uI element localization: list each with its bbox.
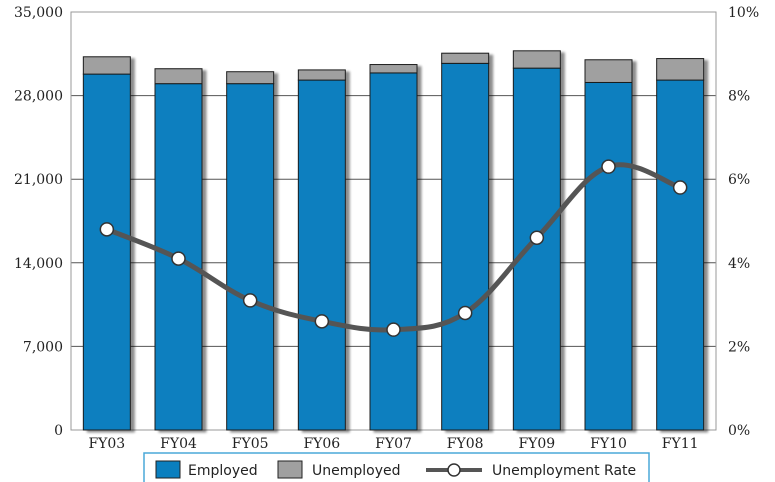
left-tick-label: 21,000 bbox=[14, 172, 63, 188]
bar-stack bbox=[441, 52, 490, 431]
x-tick-label: FY06 bbox=[303, 436, 340, 452]
x-tick-label: FY08 bbox=[447, 436, 484, 452]
bar-employed bbox=[297, 79, 346, 431]
bar-unemployed bbox=[369, 64, 418, 74]
rate-line bbox=[99, 159, 688, 337]
bar-unemployed bbox=[656, 58, 705, 81]
rate-point bbox=[99, 222, 115, 237]
left-tick-label: 35,000 bbox=[14, 5, 63, 21]
right-tick-label: 6% bbox=[728, 172, 750, 188]
bars bbox=[82, 50, 705, 431]
bar-unemployed bbox=[297, 69, 346, 81]
legend-box bbox=[143, 452, 650, 482]
x-axis: FY03 FY04 FY05 FY06 FY07 FY08 FY09 FY10 FY11 bbox=[88, 436, 698, 452]
bar-employed bbox=[82, 73, 131, 431]
bar-unemployed bbox=[441, 52, 490, 64]
legend: Employed Unemployed Unemployment Rate bbox=[143, 452, 650, 482]
rate-point bbox=[601, 159, 616, 174]
right-tick-label: 8% bbox=[728, 89, 750, 105]
legend-label-rate: Unemployment Rate bbox=[492, 463, 636, 479]
left-tick-label: 28,000 bbox=[14, 89, 63, 105]
x-tick-label: FY11 bbox=[662, 436, 699, 452]
legend-label-employed: Employed bbox=[188, 463, 258, 479]
right-tick-label: 10% bbox=[728, 5, 759, 21]
left-tick-label: 14,000 bbox=[14, 256, 63, 272]
right-tick-label: 4% bbox=[728, 256, 750, 272]
bar-unemployed bbox=[584, 59, 633, 83]
x-tick-label: FY04 bbox=[160, 436, 197, 452]
bar-unemployed bbox=[226, 71, 275, 85]
legend-swatch-employed bbox=[155, 460, 181, 479]
x-tick-label: FY07 bbox=[375, 436, 412, 452]
bar-employed bbox=[584, 81, 633, 431]
bar-stack bbox=[584, 59, 633, 431]
legend-label-unemployed: Unemployed bbox=[312, 463, 401, 479]
bar-unemployed bbox=[512, 50, 561, 69]
x-tick-label: FY10 bbox=[590, 436, 627, 452]
bar-stack bbox=[512, 50, 561, 431]
bar-stack bbox=[369, 64, 418, 431]
right-tick-label: 2% bbox=[728, 339, 750, 355]
bar-stack bbox=[82, 56, 131, 431]
right-axis: 0% 2% 4% 6% 8% 10% bbox=[728, 5, 759, 439]
rate-point bbox=[242, 293, 258, 308]
rate-line-path bbox=[105, 162, 682, 333]
rate-point bbox=[171, 251, 186, 266]
left-tick-label: 7,000 bbox=[23, 339, 63, 355]
rate-point bbox=[457, 305, 473, 321]
bar-employed bbox=[369, 72, 418, 431]
right-tick-label: 0% bbox=[728, 423, 750, 439]
bar-stack bbox=[297, 69, 346, 431]
rate-point bbox=[386, 322, 401, 337]
left-tick-label: 0 bbox=[54, 423, 63, 439]
rate-point bbox=[672, 180, 688, 195]
legend-marker-rate bbox=[447, 463, 461, 477]
bar-employed bbox=[656, 79, 705, 431]
bar-employed bbox=[441, 62, 490, 431]
rate-point bbox=[314, 314, 330, 329]
left-axis: 0 7,000 14,000 21,000 28,000 35,000 bbox=[14, 5, 63, 439]
bar-stack bbox=[656, 58, 705, 431]
bar-employed bbox=[226, 83, 275, 431]
x-tick-label: FY05 bbox=[232, 436, 269, 452]
legend-swatch-unemployed bbox=[277, 460, 303, 479]
x-tick-label: FY03 bbox=[88, 436, 125, 452]
bar-stack bbox=[226, 71, 275, 431]
bar-unemployed bbox=[82, 56, 131, 75]
rate-point bbox=[529, 230, 545, 245]
x-tick-label: FY09 bbox=[518, 436, 555, 452]
bar-unemployed bbox=[154, 68, 203, 85]
bar-employed bbox=[512, 67, 561, 431]
